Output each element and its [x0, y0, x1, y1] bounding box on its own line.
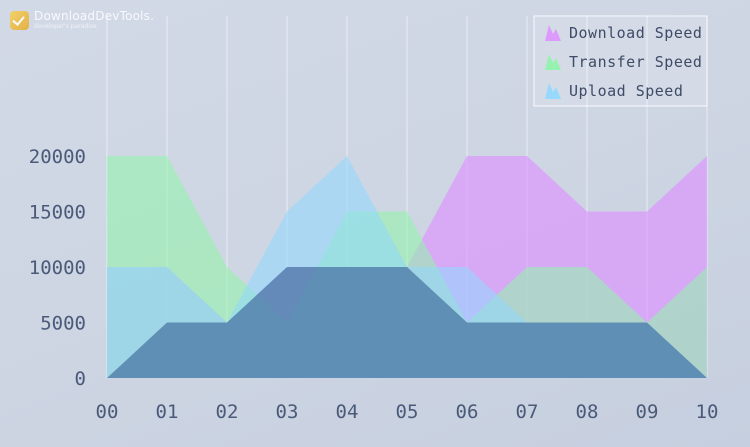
download-logo-icon [10, 11, 29, 30]
series-areas [107, 156, 707, 378]
x-tick-label: 07 [516, 401, 539, 423]
x-tick-label: 04 [336, 401, 359, 423]
y-tick-label: 10000 [29, 257, 86, 279]
legend: Download Speed Transfer Speed Upload Speed [533, 15, 708, 107]
watermark-subtitle: developer's paradise [34, 23, 97, 30]
legend-box [533, 15, 708, 107]
y-axis-ticks: 0 5000 10000 15000 20000 [29, 146, 86, 390]
legend-swatch-transfer-speed-icon [545, 54, 561, 70]
watermark: DownloadDevTools. developer's paradise [10, 9, 154, 31]
legend-label-upload-speed: Upload Speed [569, 82, 683, 100]
x-tick-label: 05 [396, 401, 419, 423]
x-tick-label: 10 [696, 401, 719, 423]
y-tick-label: 5000 [40, 313, 86, 335]
x-tick-label: 03 [276, 401, 299, 423]
x-tick-label: 09 [636, 401, 659, 423]
y-tick-label: 0 [75, 368, 86, 390]
x-tick-label: 02 [216, 401, 239, 423]
watermark-title: DownloadDevTools. [34, 9, 155, 23]
x-tick-label: 01 [156, 401, 179, 423]
y-tick-label: 20000 [29, 146, 86, 168]
y-tick-label: 15000 [29, 202, 86, 224]
x-axis-ticks: 00 01 02 03 04 05 06 07 08 09 10 [96, 401, 719, 423]
legend-label-download-speed: Download Speed [569, 24, 702, 42]
area-series-base [107, 267, 707, 378]
x-tick-label: 00 [96, 401, 119, 423]
legend-label-transfer-speed: Transfer Speed [569, 53, 702, 71]
legend-swatch-upload-speed-icon [545, 83, 561, 99]
x-tick-label: 08 [576, 401, 599, 423]
legend-swatch-download-speed-icon [545, 25, 561, 41]
x-tick-label: 06 [456, 401, 479, 423]
